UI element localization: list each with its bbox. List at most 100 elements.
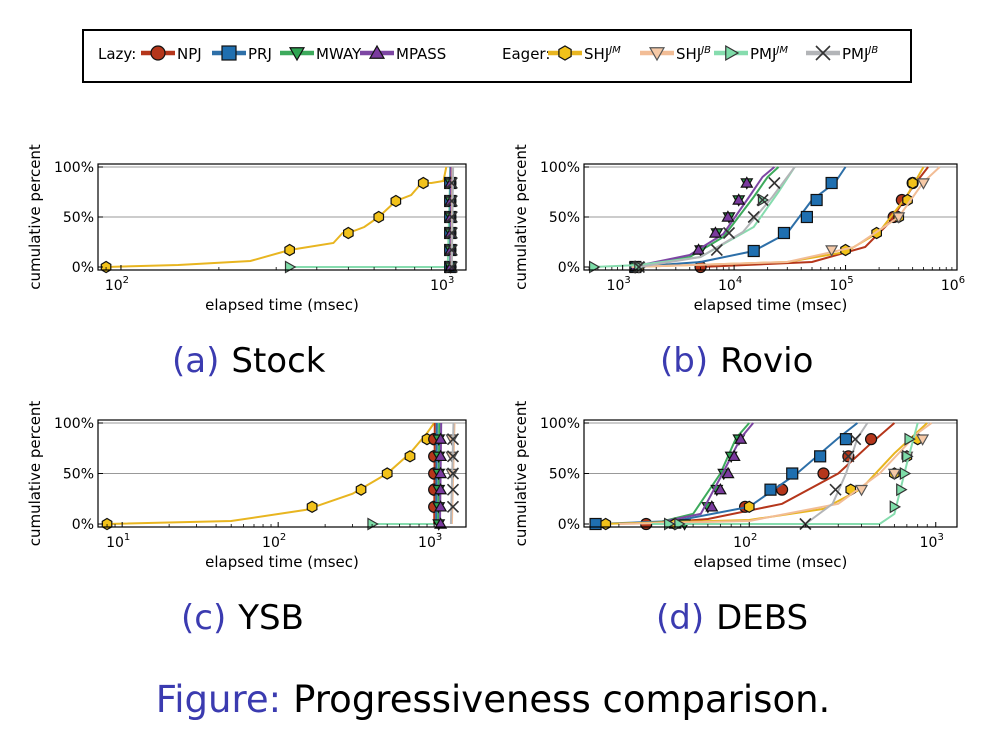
subcaption-a-title: Stock [231,341,325,381]
series-mpass [434,422,448,529]
panel-stock: 0% 50% 100% 102 103 elapsed time (msec) cumula… [26,144,467,314]
legend-label: NPJ [177,45,202,63]
y-tick-label: 100% [540,416,580,432]
x-tick-label: 103 [607,275,631,294]
plot-area [589,422,933,531]
subcaption-c-title: YSB [237,598,304,638]
y-tick-label: 100% [54,160,94,176]
legend-marker [648,47,666,62]
data-point [632,260,646,274]
data-point [829,483,842,496]
data-point [589,517,602,531]
figure-caption: Figure: Progressiveness comparison. [156,678,831,721]
data-point [727,449,741,462]
data-point [740,176,754,188]
subcaption-b-title: Rovio [720,341,813,381]
y-tick-label: 100% [54,416,94,432]
legend-marker [558,45,572,61]
x-tick-exponent: 2 [751,532,757,543]
y-tick-label: 0% [72,260,94,276]
x-tick-exponent: 2 [123,275,129,286]
x-tick-exponent: 6 [959,275,965,286]
data-point [381,467,393,480]
data-point [705,500,719,512]
data-point [889,500,902,514]
data-point [404,450,416,463]
data-point [786,467,799,480]
subcaption-d: (d) DEBS [656,598,808,638]
data-point [756,193,769,207]
series-pmj-jb [445,166,458,274]
y-tick-label: 50% [549,467,580,483]
data-point [446,467,460,480]
data-point [825,245,839,257]
data-point [814,450,827,463]
x-tick-label: 101 [106,532,130,551]
x-tick-exponent: 3 [937,532,943,543]
data-point [710,243,723,257]
plot-area [101,422,460,531]
caption-text: Progressiveness comparison. [293,678,830,721]
x-tick-label: 104 [718,275,742,294]
data-point [721,466,735,479]
data-point [445,194,458,208]
x-tick-label: 103 [920,532,944,551]
data-point [732,193,746,205]
x-tick-exponent: 4 [736,275,742,286]
y-axis-label: cumulative percent [26,401,44,547]
series-shj-jm [600,422,928,531]
x-tick-exponent: 5 [847,275,853,286]
subcaption-a: (a) Stock [172,341,326,381]
data-point [907,176,919,190]
series-line [651,422,919,525]
legend-label-sup: JB [866,45,878,56]
legend-marker [815,45,831,61]
data-point [896,483,908,497]
legend-entry-mway: MWAY [280,45,362,63]
x-tick-exponent: 2 [280,532,286,543]
y-axis-label: cumulative percent [512,401,530,547]
subcaption-d-label: (d) [656,598,704,638]
data-point [839,433,853,446]
subcaption-c: (c) YSB [181,598,304,638]
legend-marker [221,45,237,61]
series-pmj-jb [446,422,460,525]
legend-entry-shj-jm: SHJJM [548,45,621,63]
data-point [434,517,448,529]
data-point [284,243,295,257]
y-tick-label: 50% [549,210,580,226]
legend-lazy-label: Lazy: [98,45,136,63]
data-point [355,483,367,496]
data-point [899,466,912,481]
legend-entry-mpass: MPASS [360,44,446,63]
legend-label-sup: JB [699,45,711,56]
series-shj-jm [101,422,436,531]
y-tick-label: 0% [558,517,580,533]
series-pmj-jb [632,166,796,274]
data-point [747,210,760,224]
data-point [692,243,706,255]
data-point [434,482,448,495]
data-point [446,500,460,513]
x-axis-label: elapsed time (msec) [205,553,359,571]
plot-area [588,166,941,274]
data-point [817,467,830,480]
data-point [445,260,458,274]
legend-label-sup: JM [607,45,621,56]
data-point [417,176,429,190]
data-point [434,432,448,444]
data-point [777,226,791,240]
data-point [434,500,448,512]
x-tick-label: 102 [105,275,129,294]
data-point [887,468,901,481]
x-tick-exponent: 3 [624,275,630,286]
data-point [390,194,402,208]
legend: Lazy: Eager: NPJ PRJ MWAY MPASS SHJJM SHJJB PM… [82,29,912,83]
data-point [721,210,735,222]
data-point [825,176,838,190]
x-axis-label: elapsed time (msec) [205,296,359,314]
data-point [892,212,906,224]
data-point [600,517,612,531]
data-point [284,260,297,274]
